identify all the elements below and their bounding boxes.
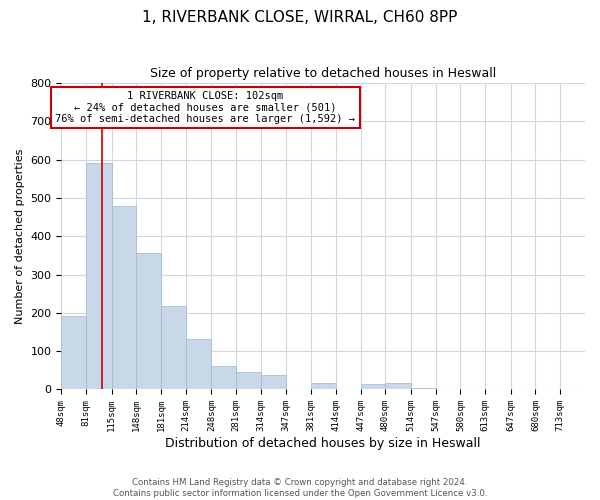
Text: 1 RIVERBANK CLOSE: 102sqm
← 24% of detached houses are smaller (501)
76% of semi: 1 RIVERBANK CLOSE: 102sqm ← 24% of detac… <box>55 90 355 124</box>
Bar <box>411 388 436 390</box>
Bar <box>161 306 186 390</box>
Bar <box>86 164 112 390</box>
Bar <box>236 372 261 390</box>
Title: Size of property relative to detached houses in Heswall: Size of property relative to detached ho… <box>150 68 496 80</box>
Bar <box>261 376 286 390</box>
Bar <box>112 206 136 390</box>
X-axis label: Distribution of detached houses by size in Heswall: Distribution of detached houses by size … <box>166 437 481 450</box>
Bar <box>311 382 336 390</box>
Bar <box>136 254 161 390</box>
Text: Contains HM Land Registry data © Crown copyright and database right 2024.
Contai: Contains HM Land Registry data © Crown c… <box>113 478 487 498</box>
Bar <box>361 384 385 390</box>
Bar <box>385 382 411 390</box>
Y-axis label: Number of detached properties: Number of detached properties <box>15 148 25 324</box>
Text: 1, RIVERBANK CLOSE, WIRRAL, CH60 8PP: 1, RIVERBANK CLOSE, WIRRAL, CH60 8PP <box>142 10 458 25</box>
Bar <box>211 366 236 390</box>
Bar <box>61 316 86 390</box>
Bar <box>186 338 211 390</box>
